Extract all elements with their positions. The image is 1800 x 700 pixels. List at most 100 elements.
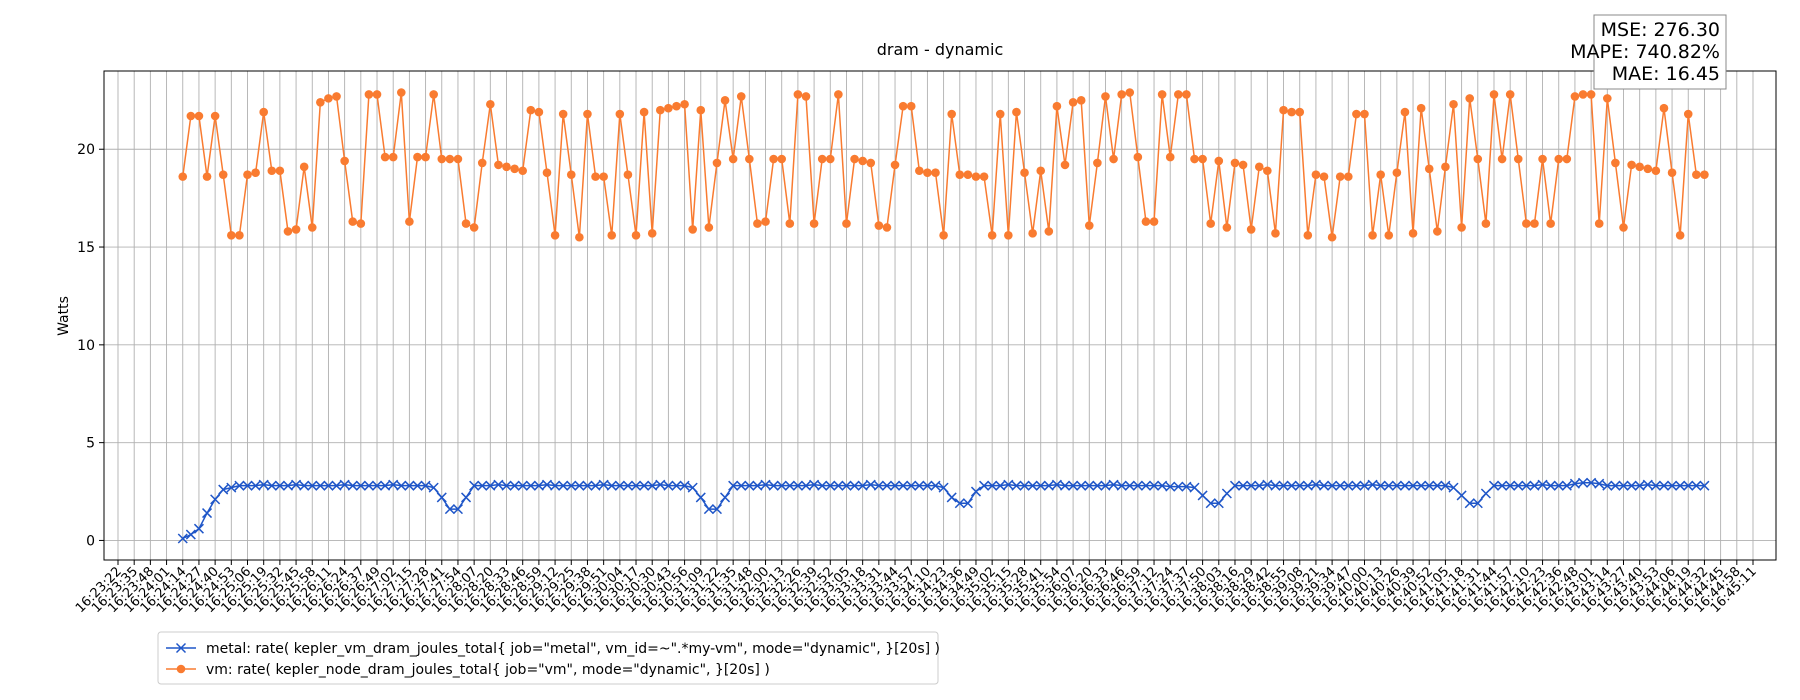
x-marker [1221, 488, 1232, 499]
circle-marker [1384, 231, 1394, 240]
circle-marker [720, 96, 730, 105]
x-marker [639, 480, 650, 491]
circle-marker [680, 99, 689, 109]
circle-marker [1109, 154, 1118, 164]
x-marker [590, 480, 601, 491]
x-marker [210, 494, 221, 505]
circle-marker [445, 154, 455, 164]
x-marker [193, 523, 204, 534]
x-marker [1569, 478, 1580, 489]
x-marker [1529, 480, 1540, 491]
circle-marker [801, 92, 811, 101]
x-marker [1059, 480, 1071, 491]
circle-marker [388, 152, 398, 162]
x-marker [784, 480, 795, 491]
circle-marker [963, 170, 973, 179]
x-marker [1124, 480, 1135, 491]
circle-marker [874, 221, 884, 230]
circle-marker [1643, 164, 1653, 174]
x-marker [1586, 477, 1597, 488]
x-marker [1488, 480, 1500, 491]
circle-marker [1368, 231, 1377, 240]
x-marker [177, 533, 188, 544]
x-marker [558, 480, 569, 491]
x-marker [979, 480, 990, 491]
x-marker [792, 480, 803, 491]
x-marker [881, 480, 892, 491]
circle-marker [267, 166, 277, 176]
circle-marker [1627, 160, 1636, 170]
circle-marker [1319, 172, 1329, 181]
x-marker [444, 504, 455, 515]
chart-title: dram - dynamic [877, 40, 1003, 59]
circle-marker [558, 109, 568, 119]
circle-marker [825, 154, 835, 164]
circle-marker [202, 172, 212, 181]
circle-marker [380, 152, 390, 162]
circle-marker [235, 231, 244, 240]
x-marker [1181, 481, 1192, 492]
x-marker [647, 480, 658, 491]
circle-marker [1044, 227, 1054, 236]
circle-marker [955, 170, 965, 179]
circle-marker [210, 111, 220, 121]
circle-marker [1335, 172, 1345, 181]
circle-marker [1303, 231, 1313, 240]
x-marker [582, 480, 593, 491]
circle-marker [566, 170, 576, 179]
x-marker [250, 480, 261, 491]
x-marker [776, 480, 787, 491]
y-tick-label: 5 [86, 436, 95, 452]
x-marker [355, 480, 366, 491]
x-marker [1513, 480, 1524, 491]
x-marker [930, 480, 941, 491]
x-marker [1667, 480, 1678, 491]
circle-marker [1424, 164, 1434, 174]
x-marker [711, 504, 722, 515]
circle-marker [178, 172, 188, 181]
x-marker [493, 479, 504, 490]
x-marker [1149, 480, 1160, 491]
metrics-text: MAPE: 740.82% [1570, 41, 1720, 63]
x-marker [873, 480, 884, 491]
x-marker [566, 480, 577, 491]
circle-marker [1546, 219, 1555, 228]
circle-marker [1052, 101, 1062, 111]
circle-marker [1408, 229, 1418, 238]
legend-label: metal: rate( kepler_vm_dram_joules_total… [206, 641, 940, 657]
circle-marker [356, 219, 366, 228]
circle-marker [647, 229, 657, 238]
circle-marker [1481, 219, 1491, 228]
x-marker [736, 480, 747, 491]
circle-marker [664, 103, 673, 113]
x-marker [1140, 480, 1151, 491]
x-marker [987, 480, 998, 491]
x-marker [720, 492, 731, 503]
circle-marker [906, 101, 916, 111]
x-marker [800, 480, 812, 491]
circle-marker [502, 162, 511, 172]
circle-marker [1586, 90, 1596, 99]
x-marker [1205, 498, 1216, 509]
y-tick-label: 15 [77, 240, 95, 256]
x-marker [841, 480, 852, 491]
x-marker [1068, 480, 1079, 491]
x-marker [175, 642, 187, 654]
x-marker [1100, 480, 1111, 491]
x-marker [347, 480, 358, 491]
circle-marker [1287, 107, 1296, 117]
circle-marker [1125, 88, 1135, 97]
x-marker [185, 529, 196, 540]
circle-marker [850, 154, 859, 164]
x-marker [1472, 498, 1483, 509]
y-tick-label: 0 [86, 533, 95, 549]
x-marker [509, 480, 520, 491]
x-marker [655, 479, 666, 490]
circle-marker [809, 219, 819, 228]
circle-marker [736, 92, 746, 101]
x-marker [1011, 480, 1022, 491]
x-marker [282, 480, 294, 491]
x-marker [970, 486, 982, 497]
y-tick-label: 10 [77, 338, 95, 354]
circle-marker [1020, 168, 1029, 178]
